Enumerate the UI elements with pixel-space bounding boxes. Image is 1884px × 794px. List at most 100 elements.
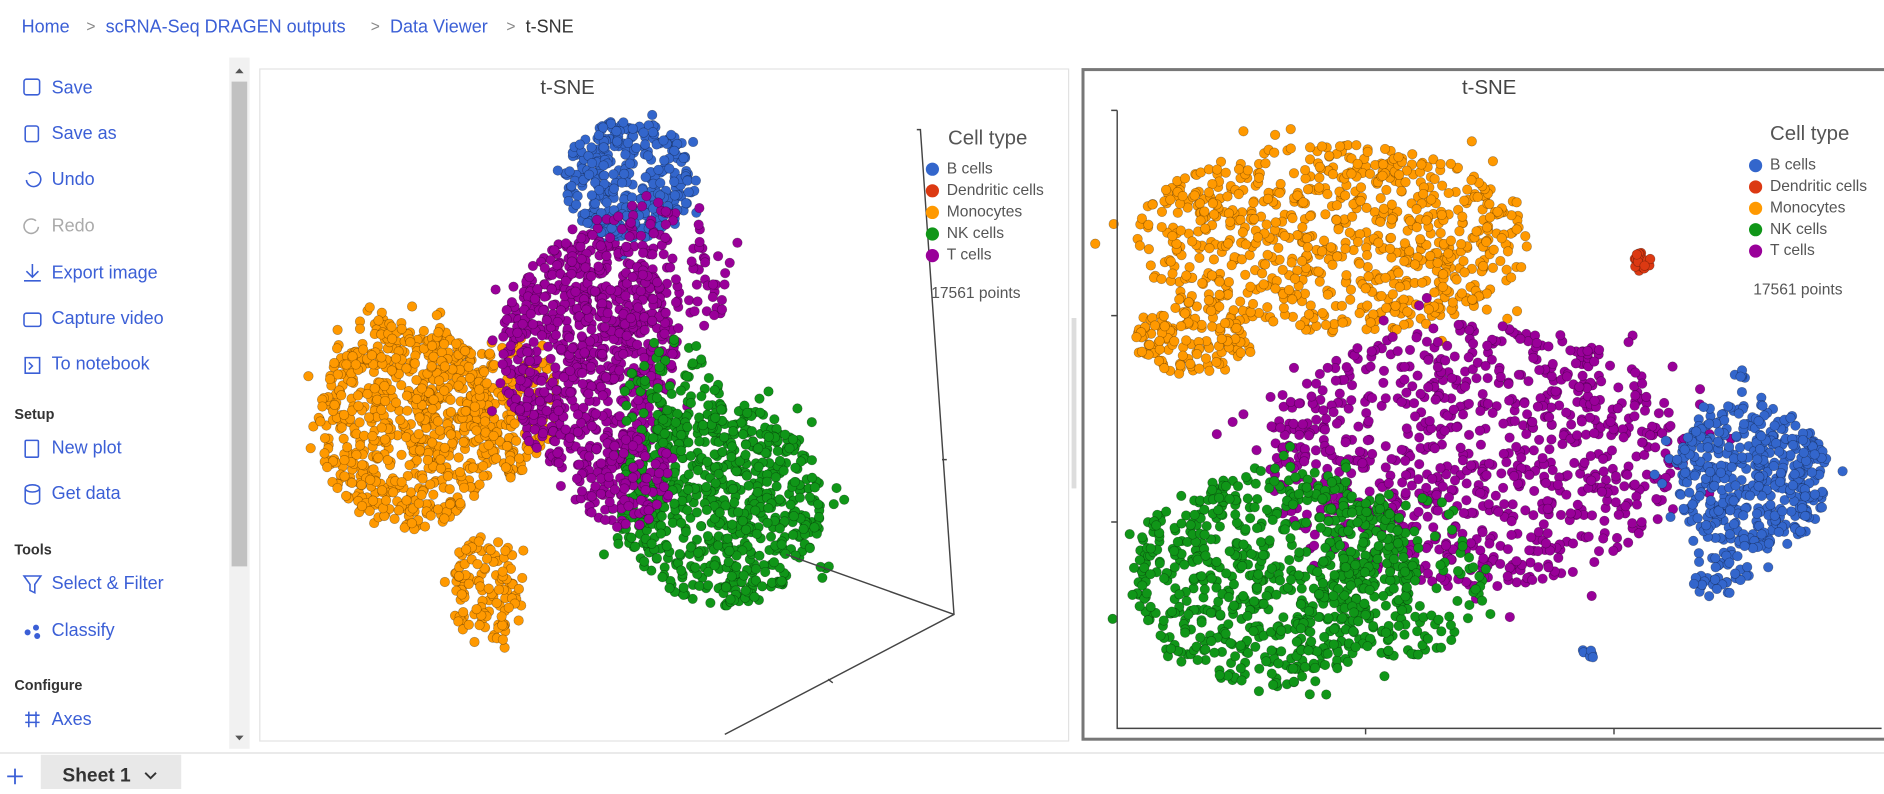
cell-point (1576, 416, 1587, 427)
cell-point (352, 390, 364, 401)
cell-point (596, 458, 607, 469)
cell-point (1618, 432, 1629, 443)
cell-point (603, 471, 614, 483)
cell-point (513, 583, 524, 595)
cell-point (1354, 258, 1365, 269)
cell-point (1258, 279, 1269, 290)
menu-item: Redo (52, 216, 95, 236)
cell-point (498, 331, 509, 342)
cell-point (406, 301, 418, 312)
cell-point (1253, 172, 1265, 183)
cell-point (1445, 158, 1456, 169)
cell-point (1294, 398, 1305, 409)
menu-item[interactable]: Export image (52, 262, 158, 282)
cell-point (674, 548, 685, 560)
cell-point (1352, 343, 1363, 354)
splitter[interactable] (1071, 318, 1077, 489)
crumb[interactable]: Home (22, 16, 70, 36)
cell-point (1177, 190, 1188, 202)
cell-point (341, 359, 352, 370)
cell-point (1288, 168, 1300, 179)
cell-point (719, 279, 730, 290)
menu-item[interactable]: Save (52, 78, 93, 98)
menu-item[interactable]: New plot (52, 438, 122, 458)
cell-point (724, 257, 735, 268)
menu-item[interactable]: Undo (52, 169, 95, 189)
cell-point (1620, 501, 1631, 512)
cell-point (517, 464, 528, 476)
cell-point (490, 284, 501, 295)
cell-point (731, 561, 742, 572)
cell-point (650, 458, 661, 470)
cell-point (681, 371, 692, 382)
crumb[interactable]: Data Viewer (390, 16, 488, 36)
cell-point (1471, 226, 1482, 237)
cell-point (428, 489, 439, 500)
cell-point (1475, 439, 1487, 450)
cell-point (1422, 511, 1433, 522)
cell-point (354, 417, 365, 428)
cell-point (613, 211, 624, 222)
cell-point (640, 451, 651, 462)
cell-point (458, 607, 469, 618)
menu-item[interactable]: Classify (52, 620, 115, 640)
cell-point (688, 136, 699, 148)
cell-point (1475, 405, 1486, 417)
icon (23, 218, 40, 235)
cell-point (329, 357, 340, 369)
cell-point (1504, 395, 1515, 406)
cell-point (572, 426, 584, 438)
cell-point (584, 451, 595, 462)
cell-point (608, 450, 619, 461)
crumb[interactable]: scRNA-Seq DRAGEN outputs (106, 16, 346, 36)
menu-item[interactable]: Select & Filter (52, 573, 164, 593)
cell-point (1502, 544, 1514, 555)
cell-point (479, 366, 490, 377)
cell-point (669, 176, 680, 187)
cell-point (1604, 360, 1616, 371)
cell-point (1423, 382, 1434, 393)
cell-point (643, 505, 654, 516)
cell-point (537, 428, 549, 439)
cell-point (746, 426, 758, 437)
cell-point (627, 200, 638, 211)
cell-point (683, 437, 694, 448)
cell-point (1154, 335, 1165, 347)
menu-item[interactable]: To notebook (52, 354, 151, 374)
cell-point (586, 157, 598, 169)
cell-point (1355, 182, 1367, 193)
cell-point (1347, 211, 1358, 222)
menu-item[interactable]: Save as (52, 123, 117, 143)
cell-point (531, 442, 542, 453)
section-title: Configure (14, 678, 82, 694)
cell-point (595, 381, 607, 392)
cell-point (590, 408, 601, 419)
cell-point (641, 473, 652, 484)
cell-point (416, 383, 427, 394)
cell-point (790, 462, 801, 473)
cell-point (776, 539, 787, 550)
cell-point (1571, 430, 1583, 441)
cell-point (1240, 269, 1251, 280)
cell-point (1534, 434, 1545, 445)
cell-point (1375, 193, 1386, 204)
cell-point (1487, 407, 1498, 419)
menu-item[interactable]: Capture video (52, 308, 164, 328)
cell-point (405, 487, 417, 498)
cell-point (1160, 184, 1172, 195)
cell-point (1270, 217, 1281, 228)
cell-point (507, 550, 518, 561)
cell-point (1249, 213, 1260, 225)
cell-point (1274, 187, 1285, 199)
cell-point (623, 500, 634, 512)
cell-point (709, 560, 720, 571)
cell-point (453, 571, 465, 582)
cell-point (1169, 336, 1180, 347)
menu-item[interactable]: Axes (52, 709, 92, 729)
menu-item[interactable]: Get data (52, 483, 122, 503)
cell-point (1320, 319, 1332, 331)
cell-point (1336, 300, 1348, 311)
cell-point (552, 165, 563, 176)
scrollbar-thumb[interactable] (231, 81, 248, 567)
cell-point (564, 332, 575, 343)
